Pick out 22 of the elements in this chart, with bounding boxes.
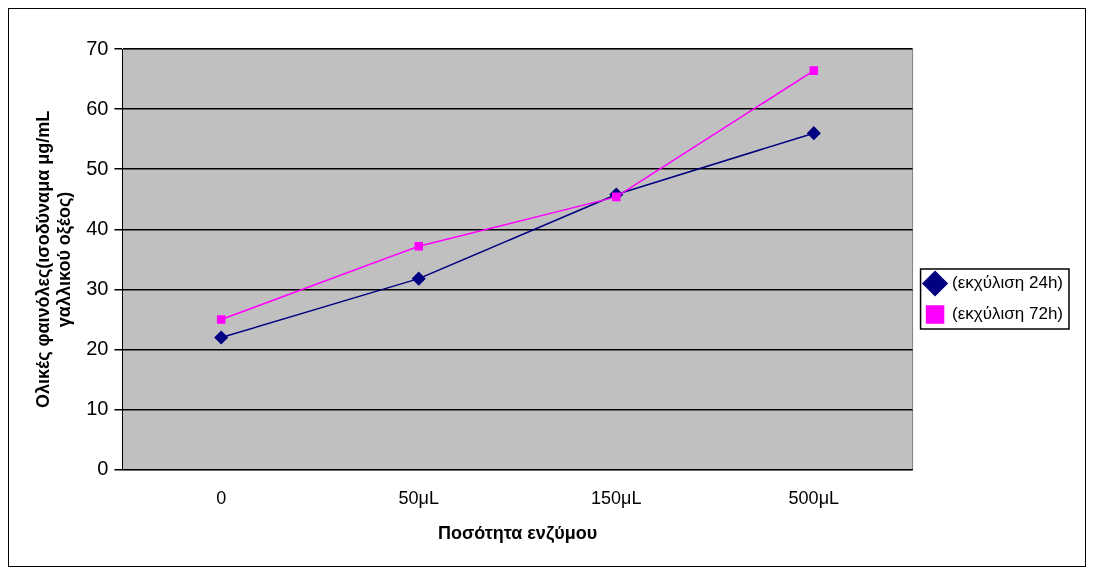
y-tick-label: 0 [97,457,109,480]
x-tick-label: 150μL [591,487,642,508]
legend-label: (εκχύλιση 24h) [952,273,1064,293]
y-tick-label: 10 [86,397,109,420]
point [214,330,228,345]
x-tick-label: 0 [216,487,227,508]
y-tick-label: 20 [86,337,109,360]
point [809,66,819,75]
y-tick-label: 30 [86,276,109,299]
x-tick-label: 50μL [398,487,439,508]
y-tick-label: 60 [86,96,109,119]
y-axis-title: Ολικές φαινόλες(ισοδύναμα μg/mL γαλλικού οξέος) [32,110,76,409]
point [807,126,821,140]
x-tick-label: 500μL [788,487,840,508]
point [414,241,424,251]
y-tick-label: 70 [86,36,109,59]
y-tick-label: 50 [86,156,109,179]
legend-label: (εκχύλιση 72h) [952,304,1064,324]
x-axis-title: Ποσότητα ενζύμου [437,523,598,545]
point [216,315,226,324]
y-tick-label: 40 [86,216,109,239]
point [411,271,426,286]
